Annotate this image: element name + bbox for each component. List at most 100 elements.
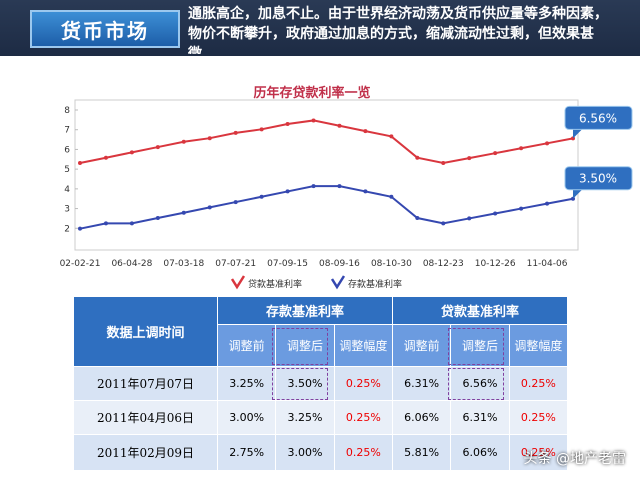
group-header: 贷款基准利率 [391,296,569,325]
x-tick-label: 07-03-18 [163,259,204,269]
point [493,151,498,156]
data-label: 6.56% [579,111,617,125]
intro-text: 通胀高企，加息不止。由于世界经济动荡及货币供应量等多种因素，物价不断攀升，政府通… [188,6,608,54]
x-tick-label: 11-04-06 [527,259,568,269]
highlight [448,328,504,365]
point [493,211,498,216]
callout [564,105,633,130]
y-tick-label: 5 [64,165,70,175]
x-tick-label: 08-10-30 [371,259,412,269]
point [311,184,316,189]
y-tick-label: 6 [64,145,70,155]
callout [564,166,633,191]
cell: 3.25% [275,400,335,435]
x-tick-label: 10-12-26 [475,259,516,269]
cell: 3.25% [216,366,277,401]
callout [573,188,583,199]
cell: 0.25% [508,366,569,401]
cell: 6.56% [450,366,510,401]
legend-label: 存款基准利率 [348,278,402,290]
legend-label: 贷款基准利率 [248,278,302,290]
cell: 2011年04月06日 [73,400,218,435]
point [363,129,368,134]
x-tick-label: 02-02-21 [60,259,101,269]
cell: 2.75% [216,434,277,471]
y-tick-label: 3 [64,205,70,215]
point [337,123,342,128]
point [233,200,238,205]
x-tick-label: 07-07-21 [215,259,256,269]
legend-marker [230,275,246,290]
sub-header: 调整后 [275,324,335,367]
cell: 6.06% [391,400,452,435]
point [233,130,238,135]
point [155,216,160,221]
cell: 0.25% [333,434,393,471]
cell: 2011年02月09日 [73,434,218,471]
x-tick-label: 07-09-15 [267,259,308,269]
point [285,121,290,126]
cell: 6.31% [450,400,510,435]
point [285,189,290,194]
highlight [272,328,328,365]
cell: 3.50% [275,366,335,401]
point [545,201,550,206]
point [467,216,472,221]
cell: 0.25% [508,434,569,471]
group-header: 存款基准利率 [217,296,393,325]
cell: 2011年07月07日 [73,366,218,401]
highlight [272,368,328,400]
point [129,221,134,226]
cell: 3.00% [275,434,335,471]
x-tick-label: 08-09-16 [319,259,360,269]
point [181,210,186,215]
time-header: 数据上调时间 [73,296,218,367]
point [441,221,446,226]
cell: 0.25% [333,366,393,401]
point [415,216,420,221]
point [78,161,82,166]
sub-header: 调整前 [216,324,277,367]
x-tick-label: 06-04-28 [111,259,152,269]
point [207,205,212,210]
point [519,206,524,211]
point [545,141,550,146]
line [79,185,574,230]
point [103,155,108,160]
highlight [448,368,504,400]
point [519,146,524,151]
point [467,156,472,161]
chart: 历年存贷款利率一览 2 3 4 5 6 7 8 02-02-21 06-04-28 07-03-1… [60,85,633,290]
cell: 0.25% [333,400,393,435]
point [337,184,342,189]
cell: 6.31% [391,366,452,401]
section-title: 货币市场 [30,10,180,48]
legend-marker [330,275,346,290]
cell: 6.06% [450,434,510,471]
point [259,194,264,199]
point [78,226,82,231]
point [311,118,316,123]
chart-title: 历年存贷款利率一览 [253,85,370,101]
y-tick-label: 8 [64,106,70,116]
rate-table: 数据上调时间 存款基准利率 贷款基准利率 调整前 调整后 调整幅度 调整前 调整后 调整幅… [73,296,569,471]
point [441,161,446,166]
sub-header: 调整幅度 [333,324,393,367]
cell: 5.81% [391,434,452,471]
cell: 3.00% [216,400,277,435]
point [259,127,264,132]
point [103,221,108,226]
point [207,136,212,141]
point [155,145,160,150]
watermark: 头条 @地产老雷 [523,451,626,467]
y-tick-label: 4 [64,185,70,195]
y-tick-label: 7 [64,126,70,136]
point [181,139,186,144]
point [389,134,394,139]
data-label: 3.50% [579,172,617,186]
point [363,189,368,194]
cell: 0.25% [508,400,569,435]
sub-header: 调整幅度 [508,324,569,367]
point [129,150,134,155]
